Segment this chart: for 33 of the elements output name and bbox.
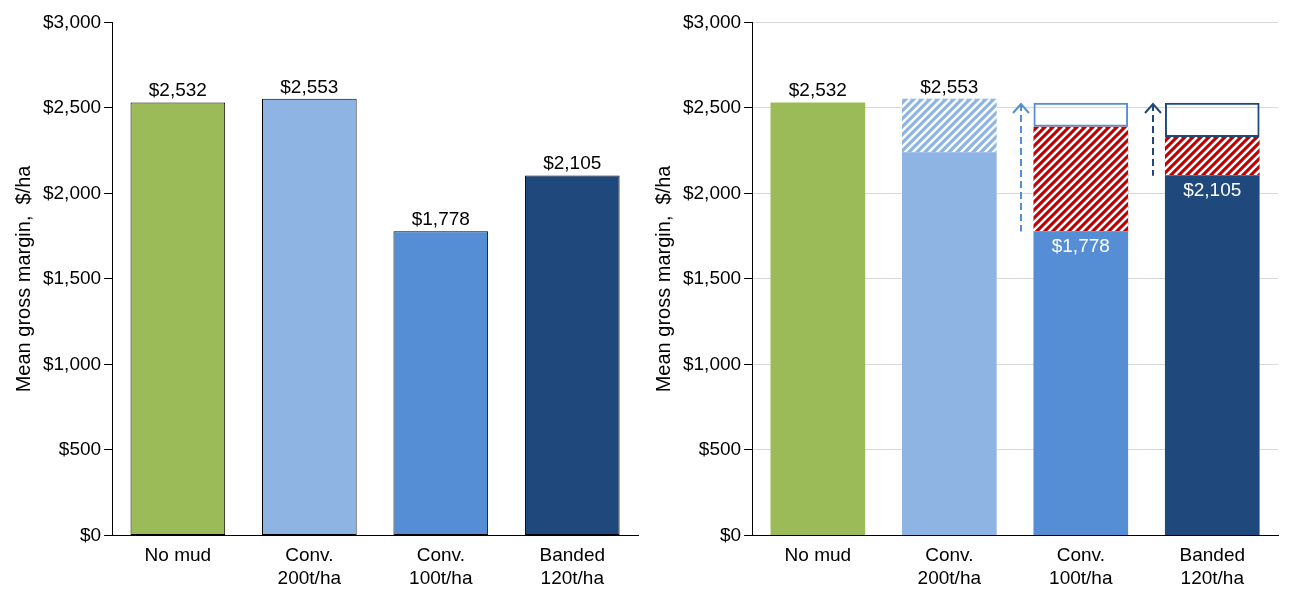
x-tick-label: Conv. 100t/ha [409,544,473,588]
y-axis-title: Mean gross margin, $/ha [11,164,34,393]
y-tick-label: $500 [698,438,742,460]
x-tick-label: No mud [784,544,852,566]
y-axis-title: Mean gross margin, $/ha [651,164,674,393]
y-tick-label: $2,000 [42,181,102,203]
y-tick-label: $500 [58,438,102,460]
x-tick-label: Conv. 100t/ha [1049,544,1113,588]
data-label: $1,778 [1051,235,1110,257]
bar [770,102,866,535]
data-label: $2,532 [788,79,847,101]
x-tick-label: Conv. 200t/ha [917,544,982,588]
y-tick-label: $2,500 [42,96,102,118]
y-tick-label: $1,500 [42,267,102,289]
x-tick-label: Banded 120t/ha [1179,544,1246,588]
data-label: $2,105 [1183,179,1242,201]
y-tick-label: $1,000 [682,352,742,374]
data-label: $2,532 [148,79,207,101]
x-tick-label: Banded 120t/ha [539,544,606,588]
y-tick-label: $3,000 [682,10,742,32]
y-tick-label: $2,500 [682,96,742,118]
y-tick-label: $2,000 [682,181,742,203]
data-label: $2,553 [280,75,339,97]
data-label: $2,105 [543,152,602,174]
y-tick-label: $0 [719,523,742,545]
y-tick-label: $0 [79,523,102,545]
y-tick-label: $1,000 [42,352,102,374]
y-tick-label: $1,500 [682,267,742,289]
annotation: $2,553 [920,75,979,97]
x-tick-label: No mud [144,544,212,566]
x-tick-label: Conv. 200t/ha [277,544,342,588]
data-label: $1,778 [411,208,470,230]
y-tick-label: $3,000 [42,10,102,32]
